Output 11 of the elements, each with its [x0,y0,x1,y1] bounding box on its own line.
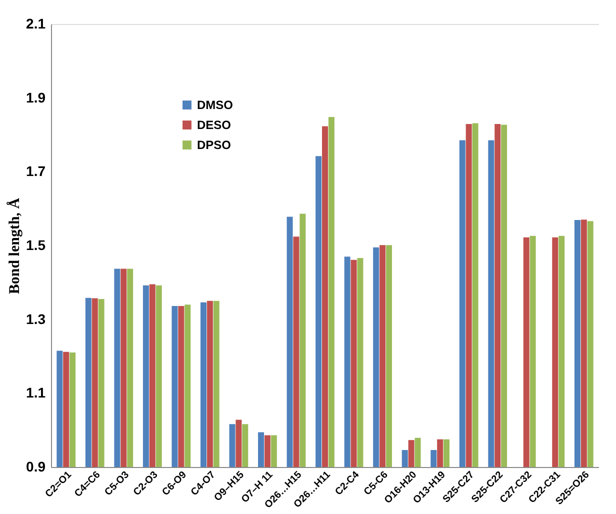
y-tick-label: 1.5 [26,237,46,253]
legend-label: DESO [197,118,232,132]
y-tick-label: 1.1 [26,384,46,401]
y-tick-label: 2.1 [26,16,46,32]
y-tick-label: 1.3 [26,310,46,327]
legend-label: DMSO [197,98,233,112]
y-axis-title: Bond length, Å [6,198,24,294]
y-tick-label: 1.7 [26,163,46,180]
y-tick-label: 0.9 [26,458,46,474]
legend-label: DPSO [197,138,232,152]
y-tick-label: 1.9 [26,89,46,106]
